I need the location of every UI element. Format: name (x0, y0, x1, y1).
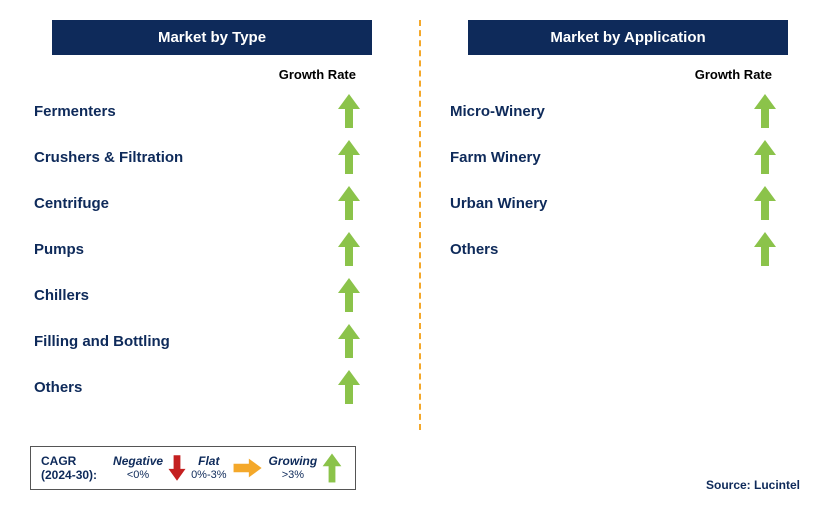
growth-indicator (304, 140, 394, 174)
data-row: Centrifuge (30, 180, 394, 226)
right-growth-header: Growth Rate (446, 67, 810, 82)
growth-indicator (720, 94, 810, 128)
legend-item: Growing>3% (269, 454, 318, 483)
two-column-layout: Market by Type Growth Rate Fermenters Cru… (30, 20, 810, 430)
growth-indicator (304, 232, 394, 266)
arrow-up-icon (754, 232, 776, 266)
row-label: Micro-Winery (450, 103, 545, 120)
data-row: Others (446, 226, 810, 272)
arrow-up-icon (323, 454, 342, 483)
data-row: Urban Winery (446, 180, 810, 226)
row-label: Urban Winery (450, 195, 547, 212)
arrow-up-icon (754, 140, 776, 174)
row-label: Crushers & Filtration (34, 149, 183, 166)
arrow-up-icon (754, 186, 776, 220)
cagr-legend: CAGR (2024-30): Negative<0% Flat0%-3% Grow… (30, 446, 356, 490)
growth-indicator (720, 186, 810, 220)
row-label: Chillers (34, 287, 89, 304)
arrow-up-icon (754, 94, 776, 128)
growth-indicator (304, 324, 394, 358)
arrow-down-icon (169, 455, 186, 481)
legend-prefix-line2: (2024-30): (41, 468, 97, 482)
left-panel-title: Market by Type (52, 20, 372, 55)
data-row: Filling and Bottling (30, 318, 394, 364)
legend-prefix: CAGR (2024-30): (41, 454, 97, 483)
arrow-up-icon (338, 186, 360, 220)
legend-item: Flat0%-3% (191, 454, 226, 483)
growth-indicator (720, 140, 810, 174)
legend-items: Negative<0% Flat0%-3% Growing>3% (111, 451, 345, 485)
data-row: Chillers (30, 272, 394, 318)
data-row: Crushers & Filtration (30, 134, 394, 180)
arrow-right-icon (233, 459, 262, 478)
data-row: Others (30, 364, 394, 410)
legend-item-sub: <0% (127, 469, 149, 483)
legend-item-label: Negative (113, 454, 163, 469)
legend-prefix-line1: CAGR (41, 454, 76, 468)
left-panel: Market by Type Growth Rate Fermenters Cru… (30, 20, 419, 430)
growth-indicator (304, 278, 394, 312)
arrow-up-icon (338, 324, 360, 358)
growth-indicator (304, 186, 394, 220)
growth-indicator (720, 232, 810, 266)
arrow-up-icon (338, 140, 360, 174)
left-rows-container: Fermenters Crushers & Filtration Centrifug… (30, 88, 394, 410)
legend-item-sub: >3% (282, 469, 304, 483)
right-rows-container: Micro-Winery Farm Winery Urban Winery Other… (446, 88, 810, 272)
arrow-up-icon (338, 232, 360, 266)
growth-indicator (304, 94, 394, 128)
growth-indicator (304, 370, 394, 404)
row-label: Pumps (34, 241, 84, 258)
left-growth-header: Growth Rate (30, 67, 394, 82)
data-row: Micro-Winery (446, 88, 810, 134)
row-label: Centrifuge (34, 195, 109, 212)
arrow-up-icon (338, 94, 360, 128)
row-label: Others (450, 241, 498, 258)
right-panel-title: Market by Application (468, 20, 788, 55)
source-attribution: Source: Lucintel (706, 478, 800, 492)
row-label: Farm Winery (450, 149, 541, 166)
data-row: Pumps (30, 226, 394, 272)
row-label: Fermenters (34, 103, 116, 120)
row-label: Others (34, 379, 82, 396)
data-row: Farm Winery (446, 134, 810, 180)
arrow-up-icon (338, 278, 360, 312)
right-panel: Market by Application Growth Rate Micro-… (421, 20, 810, 430)
arrow-up-icon (338, 370, 360, 404)
legend-item: Negative<0% (113, 454, 163, 483)
data-row: Fermenters (30, 88, 394, 134)
legend-item-label: Flat (198, 454, 219, 469)
legend-item-sub: 0%-3% (191, 469, 226, 483)
row-label: Filling and Bottling (34, 333, 170, 350)
legend-item-label: Growing (269, 454, 318, 469)
